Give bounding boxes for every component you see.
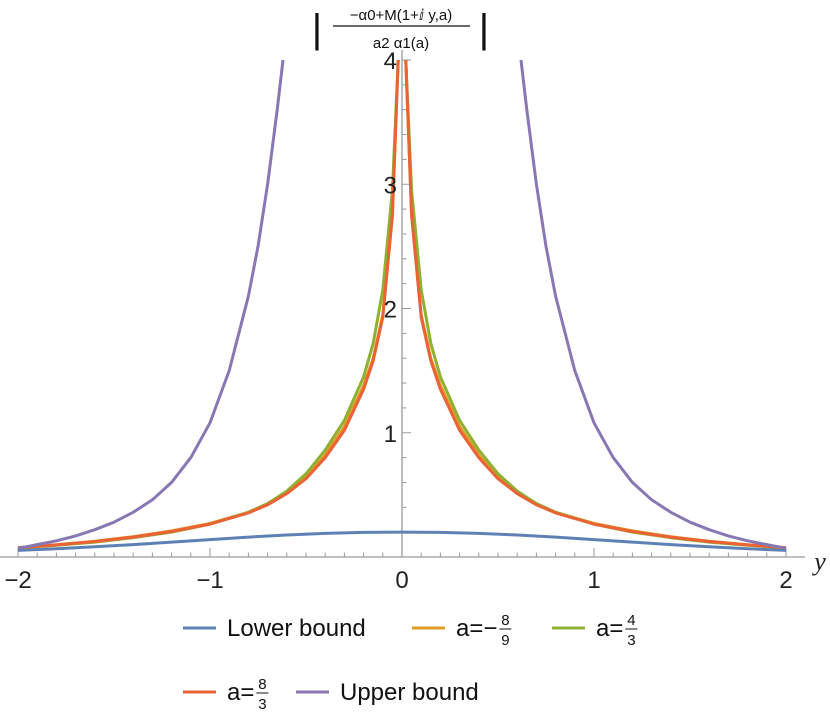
series-line-a2-right <box>404 59 787 550</box>
x-axis-label: y <box>811 547 826 576</box>
legend-label: a= <box>227 679 254 706</box>
series-line-a3-right <box>404 59 787 550</box>
legend-item-lower: Lower bound <box>183 615 366 642</box>
legend-label: Lower bound <box>227 615 366 642</box>
series-line-a1-right <box>404 59 787 550</box>
legend-label: a= <box>596 615 623 642</box>
x-tick-label: 1 <box>587 567 600 594</box>
legend-item-a1: a=− 8 9 <box>412 612 512 649</box>
y-tick-label: 3 <box>384 172 397 199</box>
legend-item-upper: Upper bound <box>296 679 479 706</box>
y-tick-label: 2 <box>384 297 397 324</box>
y-tick-label: 1 <box>384 421 397 448</box>
legend-fraction-denominator: 3 <box>627 632 635 649</box>
y-axis-label-numerator: −α0+M(1+ⅈ y,a) <box>350 7 452 24</box>
legend-fraction-numerator: 4 <box>627 612 635 629</box>
y-axis-label-bar-right: | <box>479 7 489 51</box>
series-line-lower <box>17 530 787 552</box>
curves <box>17 59 787 552</box>
series-line-a1-left <box>17 59 400 550</box>
x-tick-label: 0 <box>395 567 408 594</box>
series-line-a2-left <box>17 59 400 550</box>
legend-fraction-numerator: 8 <box>501 612 509 629</box>
x-tick-label: −1 <box>196 567 223 594</box>
x-tick-label: −2 <box>4 567 31 594</box>
y-axis-label-bar-left: | <box>312 7 322 51</box>
y-axis-label-denominator: a2 α1(a) <box>373 35 429 52</box>
x-tick-label: 2 <box>779 567 792 594</box>
legend-label: a=− <box>456 615 497 642</box>
legend-item-a3: a= 8 3 <box>183 676 269 713</box>
series-line-upper-right <box>519 59 787 550</box>
legend-fraction-denominator: 3 <box>258 696 266 713</box>
legend-fraction-numerator: 8 <box>258 676 266 693</box>
legend-item-a2: a= 4 3 <box>552 612 638 649</box>
axes <box>0 50 805 558</box>
y-axis-label: | −α0+M(1+ⅈ y,a) a2 α1(a) | <box>312 7 489 52</box>
legend-label: Upper bound <box>340 679 479 706</box>
legend: Lower bound a=− 89 a= 43a= 83 Upper bound <box>183 612 638 713</box>
series-line-a3-left <box>17 59 400 550</box>
y-tick-label: 4 <box>384 48 397 75</box>
legend-fraction-denominator: 9 <box>501 632 509 649</box>
tick-labels: −2 −1 0 1 2 1 2 3 4 <box>4 48 792 594</box>
series-line-upper-left <box>17 59 285 550</box>
